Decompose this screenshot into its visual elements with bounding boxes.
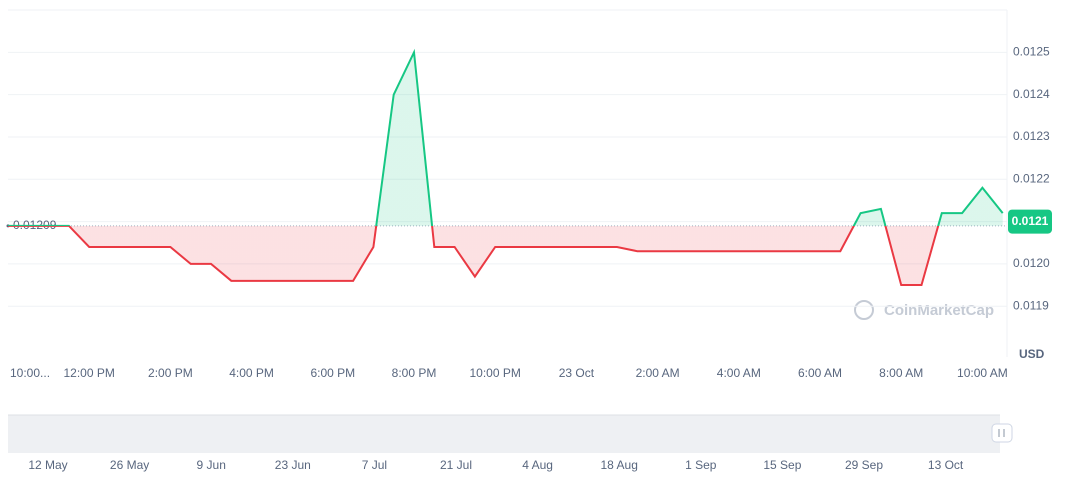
x-tick-label: 4:00 AM bbox=[717, 366, 761, 380]
price-badge bbox=[1008, 209, 1052, 234]
y-tick-label: 0.0125 bbox=[1013, 44, 1050, 58]
navigator-area bbox=[8, 415, 1000, 453]
x-tick-label: 6:00 AM bbox=[798, 366, 842, 380]
y-tick-label: 0.0124 bbox=[1013, 87, 1050, 101]
price-line bbox=[8, 48, 1004, 287]
x-tick-label: 12:00 PM bbox=[64, 366, 115, 380]
navigator-label: 18 Aug bbox=[601, 458, 638, 472]
x-tick-label: 10:00 AM bbox=[957, 366, 1008, 380]
area bbox=[8, 52, 1003, 286]
x-tick-label: 6:00 PM bbox=[310, 366, 355, 380]
navigator-handle[interactable] bbox=[991, 423, 1013, 443]
x-tick-label: 4:00 PM bbox=[229, 366, 274, 380]
x-tick-label: 10:00... bbox=[10, 366, 50, 380]
navigator-label: 21 Jul bbox=[440, 458, 472, 472]
navigator-label: 1 Sep bbox=[685, 458, 717, 472]
navigator-label: 12 May bbox=[28, 458, 67, 472]
y-tick-label: 0.0120 bbox=[1013, 256, 1050, 270]
y-unit: USD bbox=[1019, 347, 1045, 361]
navigator-label: 29 Sep bbox=[845, 458, 883, 472]
watermark-logo bbox=[854, 300, 874, 320]
navigator-label: 13 Oct bbox=[928, 458, 964, 472]
watermark: CoinMarketCap bbox=[884, 302, 994, 319]
y-tick-label: 0.0122 bbox=[1013, 171, 1050, 185]
navigator-label: 4 Aug bbox=[522, 458, 553, 472]
x-tick-label: 2:00 PM bbox=[148, 366, 193, 380]
navigator-label: 23 Jun bbox=[275, 458, 311, 472]
navigator-label: 15 Sep bbox=[763, 458, 801, 472]
price-badge-label: 0.0121 bbox=[1012, 214, 1049, 228]
navigator-label: 26 May bbox=[110, 458, 149, 472]
x-tick-label: 10:00 PM bbox=[470, 366, 521, 380]
x-tick-label: 23 Oct bbox=[559, 366, 595, 380]
x-tick-label: 2:00 AM bbox=[636, 366, 680, 380]
x-tick-label: 8:00 PM bbox=[392, 366, 437, 380]
x-tick-label: 8:00 AM bbox=[879, 366, 923, 380]
y-tick-label: 0.0119 bbox=[1013, 298, 1049, 312]
y-tick-label: 0.0123 bbox=[1013, 129, 1050, 143]
navigator-label: 7 Jul bbox=[362, 458, 387, 472]
navigator-label: 9 Jun bbox=[197, 458, 226, 472]
